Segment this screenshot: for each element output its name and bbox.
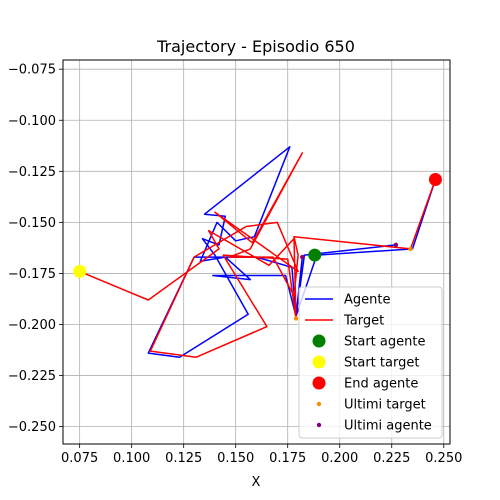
legend-label-start-target: Start target — [344, 356, 419, 371]
legend-swatch-ultimi-target — [316, 401, 322, 407]
marker-start-target — [73, 264, 87, 278]
legend-swatch-start-agente — [312, 334, 326, 348]
x-tick-label: 0.075 — [61, 451, 98, 466]
legend-swatch-ultimi-agente — [316, 422, 322, 428]
series-agente-line — [147, 146, 437, 358]
point-ultimi-target — [408, 246, 413, 252]
point-ultimi-agente — [300, 254, 305, 260]
y-tick-label: −0.125 — [8, 165, 56, 180]
y-tick-label: −0.175 — [8, 267, 56, 282]
chart-title: Trajectory - Episodio 650 — [156, 37, 355, 56]
legend-swatch-start-target — [312, 355, 326, 369]
x-tick-label: 0.225 — [373, 451, 410, 466]
legend-label-start-agente: Start agente — [344, 335, 425, 350]
point-ultimi-agente — [393, 242, 399, 248]
legend-swatch-end-agente — [312, 376, 326, 390]
y-tick-label: −0.150 — [8, 216, 56, 231]
legend-label-agente: Agente — [344, 293, 390, 308]
x-tick-label: 0.125 — [165, 451, 202, 466]
series-target-line — [79, 152, 437, 358]
x-tick-label: 0.100 — [113, 451, 150, 466]
plot-frame — [62, 59, 451, 445]
plot-series — [73, 146, 442, 358]
legend: Agente Target Start agente Start target End … — [298, 286, 443, 439]
legend-label-ultimi-agente: Ultimi agente — [344, 419, 432, 434]
x-axis-label: X — [252, 475, 261, 490]
x-tick-label: 0.250 — [425, 451, 462, 466]
y-tick-label: −0.100 — [8, 114, 56, 129]
y-tick-label: −0.250 — [8, 420, 56, 435]
x-tick-label: 0.200 — [321, 451, 358, 466]
y-tick-label: −0.225 — [8, 369, 56, 384]
y-tick-label: −0.200 — [8, 318, 56, 333]
y-tick-label: −0.075 — [8, 63, 56, 78]
marker-start-agente — [308, 248, 322, 262]
legend-label-end-agente: End agente — [344, 377, 418, 392]
point-ultimi-target — [293, 316, 299, 321]
x-tick-label: 0.175 — [269, 451, 306, 466]
marker-end-agente — [428, 172, 442, 186]
x-tick-label: 0.150 — [217, 451, 254, 466]
y-axis-ticks: −0.075 −0.100 −0.125 −0.150 −0.175 −0.200 −0.2… — [8, 63, 63, 435]
x-axis-ticks: 0.075 0.100 0.125 0.150 0.175 0.200 0.225 0.250 — [61, 444, 462, 466]
legend-label-target: Target — [343, 314, 384, 329]
legend-label-ultimi-target: Ultimi target — [344, 398, 426, 413]
legend-box — [298, 286, 443, 439]
